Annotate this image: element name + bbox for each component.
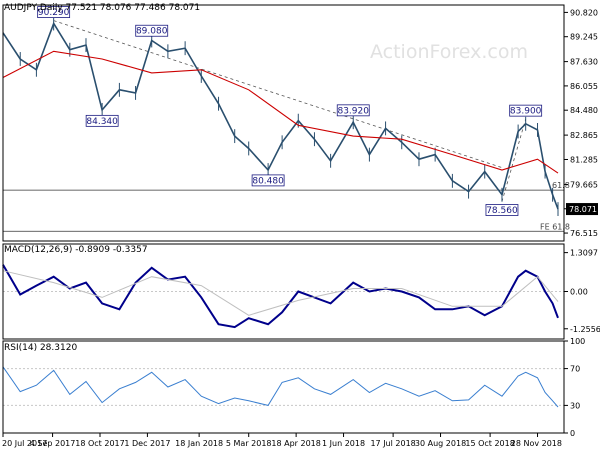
- projection-line: [501, 119, 527, 202]
- price-tick-label: 86.055: [570, 82, 598, 91]
- last-price-label: 78.071: [569, 205, 597, 214]
- watermark: ActionForex.com: [370, 41, 528, 63]
- macd-tick-label: -1.2556: [570, 325, 600, 334]
- annotation-label: 90.290: [38, 8, 70, 18]
- panel-frame-0: [2, 4, 565, 242]
- trendline: [53, 20, 503, 168]
- rsi-tick-label: 100: [570, 337, 585, 346]
- x-tick-label: 5 Mar 2018: [226, 439, 272, 448]
- macd-line: [2, 264, 559, 329]
- x-tick-label: 17 Jul 2018: [370, 439, 415, 448]
- annotation-label: 89.080: [136, 27, 168, 37]
- annotation-box: [251, 174, 285, 187]
- price-tick-label: 84.480: [570, 106, 598, 115]
- x-tick-label: 30 Aug 2018: [415, 439, 466, 448]
- x-tick-label: 20 Jul 2017: [2, 439, 47, 448]
- annotation-box: [509, 104, 543, 117]
- macd-tick-label: 1.3097: [570, 249, 598, 258]
- annotation-box: [85, 114, 119, 127]
- axes: 90.820 89.245 87.630 86.055 84.480 82.865 81.2…: [2, 8, 600, 448]
- x-tick-label: 15 Oct 2018: [465, 439, 514, 448]
- main-title: AUDJPY,Daily 77.521 78.076 77.486 78.071: [4, 3, 200, 13]
- x-tick-label: 28 Nov 2018: [511, 439, 562, 448]
- level-label-0: 61.8: [552, 181, 570, 190]
- annotation-box: [135, 24, 169, 37]
- level-label-1: FE 61.8: [540, 222, 570, 231]
- price-tick-label: 87.630: [570, 58, 598, 67]
- macd-title: MACD(12,26,9) -0.8909 -0.3357: [4, 245, 148, 255]
- macd-tick-label: 0.00: [570, 288, 588, 297]
- price-tick-label: 89.245: [570, 33, 598, 42]
- moving-average-line: [2, 50, 559, 174]
- price-tick-label: 81.285: [570, 155, 598, 164]
- rsi-tick-label: 70: [570, 365, 580, 374]
- x-tick-label: 18 Apr 2018: [271, 439, 320, 448]
- annotation-label: 83.900: [510, 107, 542, 117]
- annotation-box: [485, 204, 519, 216]
- last-price-badge: [566, 203, 598, 216]
- rsi-tick-label: 30: [570, 401, 580, 410]
- annotation-label: 78.560: [486, 206, 518, 216]
- price-tick-label: 82.865: [570, 131, 598, 140]
- annotation-box: [37, 6, 71, 18]
- x-tick-label: 18 Oct 2017: [75, 439, 124, 448]
- x-tick-label: 18 Jan 2018: [175, 439, 223, 448]
- rsi-tick-label: 0: [570, 429, 575, 438]
- macd-signal-line: [2, 270, 559, 316]
- annotation-label: 83.920: [337, 106, 369, 116]
- price-tick-label: 76.515: [570, 229, 598, 238]
- annotations: 90.290 89.080 84.340 80.480 83.920 78.560 83.9…: [37, 6, 543, 216]
- price-tick-label: 90.820: [570, 8, 598, 17]
- grid: [3, 291, 564, 406]
- annotation-box: [336, 104, 370, 117]
- annotation-label: 80.480: [252, 176, 284, 186]
- x-tick-label: 1 Jun 2018: [322, 439, 365, 448]
- rsi-line: [2, 366, 559, 408]
- rsi-title: RSI(14) 28.3120: [4, 343, 77, 353]
- series: [2, 16, 559, 408]
- price-tick-label: 79.665: [570, 180, 598, 189]
- panel-frame-2: [2, 340, 565, 434]
- x-tick-label: 4 Sep 2017: [30, 439, 76, 448]
- x-tick-label: 1 Dec 2017: [124, 439, 170, 448]
- annotation-label: 84.340: [86, 117, 118, 127]
